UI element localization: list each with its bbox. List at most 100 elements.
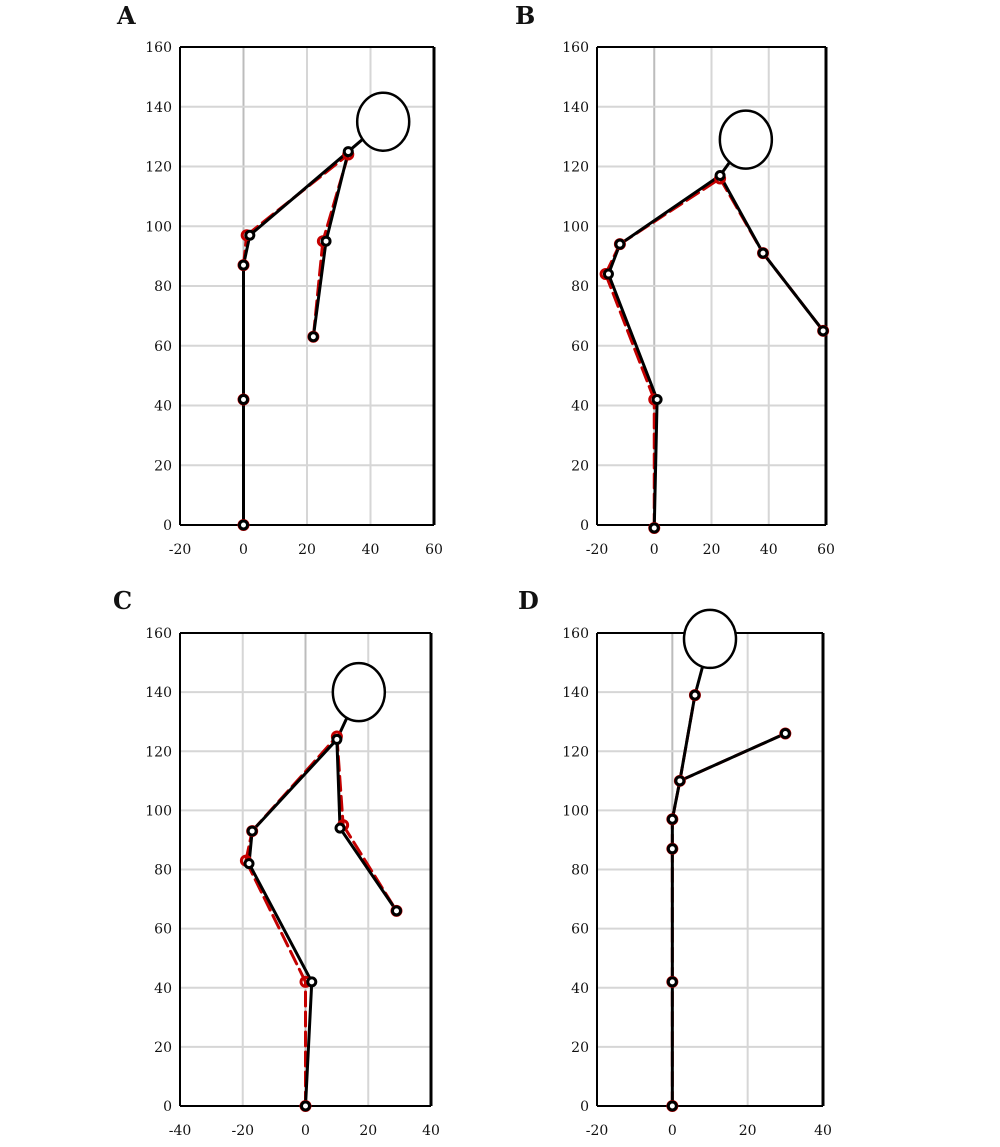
measured-joint <box>817 325 829 337</box>
y-tick-label: 60 <box>571 922 589 938</box>
measured-joint <box>238 259 249 271</box>
measured-joint <box>244 229 256 241</box>
measured-joint <box>666 813 678 825</box>
reference-segment <box>244 859 307 984</box>
measured-joint <box>238 394 249 406</box>
y-tick-label: 100 <box>145 803 172 819</box>
x-tick-label: -40 <box>169 1123 192 1139</box>
panel-b: B -20 0 20 40 60 0 20 40 60 80 100 120 140 160 <box>515 1 835 558</box>
measured-segment <box>761 251 825 333</box>
head-marker <box>682 608 738 670</box>
y-tick-label: 20 <box>154 458 172 474</box>
y-tick-label: 140 <box>145 100 172 116</box>
measured-joint <box>334 822 346 834</box>
measured-joint <box>342 146 354 158</box>
measured-joint <box>666 843 678 855</box>
x-tick-label: 60 <box>817 542 835 558</box>
x-tick-label: 0 <box>239 542 248 558</box>
y-tick-label: 0 <box>163 518 172 534</box>
reference-segment <box>604 272 656 402</box>
x-tick-label: -20 <box>169 542 192 558</box>
measured-joint <box>246 825 258 837</box>
y-tick-label: 60 <box>571 339 589 355</box>
panel-label: B <box>515 1 535 30</box>
panel-a: A -20 0 20 40 60 0 20 40 60 80 100 120 140 160 <box>116 1 443 558</box>
measured-joint <box>779 728 791 740</box>
measured-segment <box>678 732 787 783</box>
panel-d: D -20 0 20 40 0 20 40 60 80 100 120 140 160 <box>518 586 832 1139</box>
x-tick-label: -20 <box>586 1123 609 1139</box>
y-tick-label: 120 <box>562 744 589 760</box>
x-tick-label: 40 <box>814 1123 832 1139</box>
x-tick-label: 20 <box>739 1123 757 1139</box>
x-tick-label: 20 <box>359 1123 377 1139</box>
y-tick-label: 80 <box>571 863 589 879</box>
measured-segment <box>247 862 314 984</box>
x-tick-label: 40 <box>362 542 380 558</box>
measured-joint <box>648 522 660 534</box>
measured-segment <box>618 173 722 246</box>
measured-segment <box>250 737 339 833</box>
y-tick-label: 160 <box>562 626 589 642</box>
y-tick-label: 20 <box>571 1040 589 1056</box>
panel-c: C -40 -20 0 20 40 0 20 40 60 80 100 120 140 160 <box>113 586 440 1139</box>
y-tick-label: 140 <box>562 100 589 116</box>
measured-joint <box>714 169 726 181</box>
panel-label: A <box>116 1 136 30</box>
measured-joint <box>674 775 686 787</box>
y-tick-label: 60 <box>154 339 172 355</box>
measured-joint <box>689 689 701 701</box>
y-tick-label: 100 <box>145 219 172 235</box>
measured-joint <box>666 976 678 988</box>
measured-segment <box>652 398 659 530</box>
y-tick-label: 100 <box>562 219 589 235</box>
y-tick-label: 120 <box>145 744 172 760</box>
y-tick-label: 80 <box>154 863 172 879</box>
measured-joint <box>238 519 249 531</box>
y-tick-label: 40 <box>571 981 589 997</box>
measured-joint <box>306 976 318 988</box>
y-tick-label: 20 <box>571 458 589 474</box>
y-tick-label: 0 <box>163 1099 172 1115</box>
x-tick-label: 60 <box>425 542 443 558</box>
measured-segment <box>670 779 682 821</box>
y-tick-label: 160 <box>145 626 172 642</box>
y-tick-label: 0 <box>580 518 589 534</box>
head-marker <box>331 661 387 723</box>
measured-segment <box>335 737 342 830</box>
head-marker <box>355 91 411 152</box>
measured-joint <box>390 905 402 917</box>
measured-joint <box>614 238 626 250</box>
y-tick-label: 40 <box>571 399 589 415</box>
x-tick-label: -20 <box>231 1123 254 1139</box>
measured-segment <box>304 980 314 1108</box>
x-tick-label: 40 <box>422 1123 440 1139</box>
measured-joint <box>602 268 614 280</box>
measured-segment <box>718 173 765 255</box>
measured-segment <box>606 272 659 402</box>
x-tick-label: 0 <box>668 1123 677 1139</box>
y-tick-label: 20 <box>154 1040 172 1056</box>
panel-label: C <box>113 586 132 615</box>
measured-segment <box>248 150 350 237</box>
x-tick-label: 0 <box>301 1123 310 1139</box>
measured-joint <box>300 1100 311 1112</box>
measured-joint <box>307 331 319 343</box>
measured-joint <box>331 733 343 745</box>
head-marker <box>718 109 774 170</box>
y-tick-label: 160 <box>145 40 172 56</box>
y-tick-label: 140 <box>562 685 589 701</box>
measured-segment <box>311 239 328 339</box>
measured-segment <box>324 150 350 243</box>
y-tick-label: 140 <box>145 685 172 701</box>
y-tick-label: 60 <box>154 922 172 938</box>
x-tick-label: 20 <box>298 542 316 558</box>
measured-joint <box>651 394 663 406</box>
y-tick-label: 80 <box>571 279 589 295</box>
x-tick-label: -20 <box>586 542 609 558</box>
y-tick-label: 80 <box>154 279 172 295</box>
measured-segment <box>338 826 398 913</box>
y-tick-label: 40 <box>154 981 172 997</box>
measured-joint <box>666 1100 678 1112</box>
